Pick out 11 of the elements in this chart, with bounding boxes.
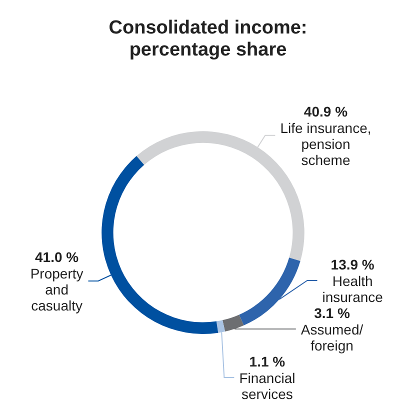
slice-label: Health insurance — [322, 273, 384, 305]
data-label: 1.1 % — [249, 354, 286, 370]
slice-label: Life insurance, pension scheme — [280, 120, 372, 168]
data-label: 3.1 % — [314, 305, 350, 321]
slice-label: Financial services — [239, 370, 296, 402]
data-label: 41.0 % — [34, 248, 80, 265]
chart-title: Consolidated income: percentage share — [108, 18, 308, 60]
data-label: 40.9 % — [304, 103, 348, 120]
slice-label: Property and casualty — [30, 265, 84, 314]
data-label: 13.9 % — [330, 256, 375, 272]
slice-label: Assumed/ foreign — [300, 322, 364, 354]
